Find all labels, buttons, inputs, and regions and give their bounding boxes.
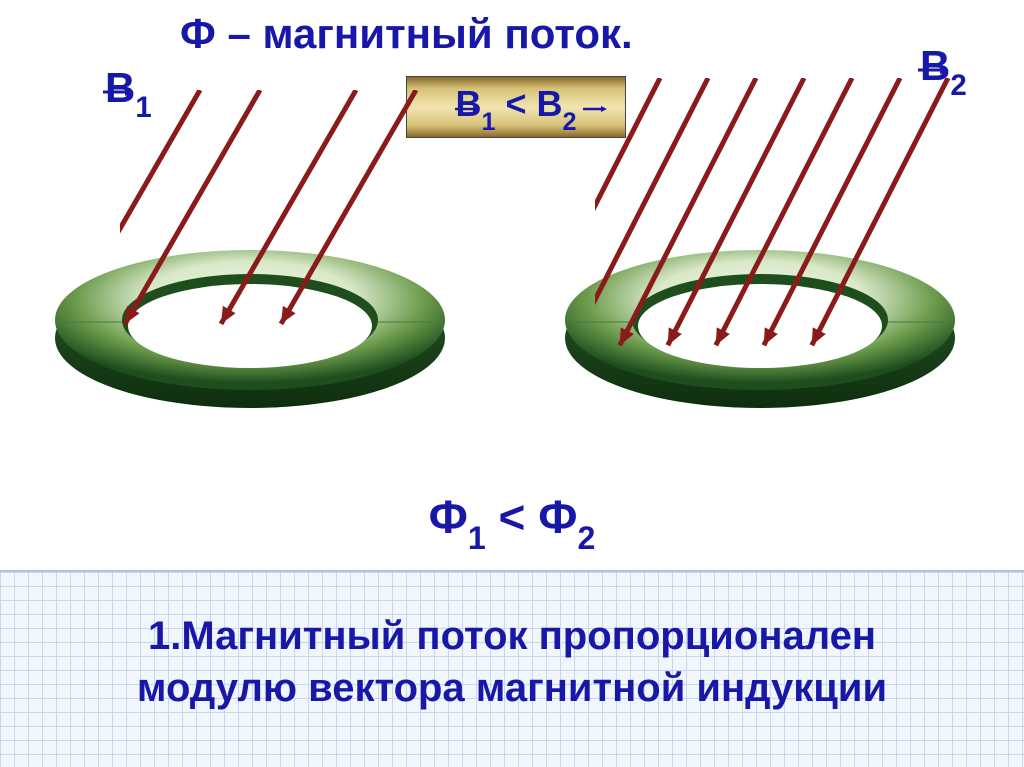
vector-arrow-icon [918,36,948,44]
ineq-b1: В [455,83,481,124]
ring-right [560,230,960,430]
flux-inequality: Ф1 < Ф2 [0,490,1024,551]
label-b1: В1 [105,64,152,119]
caption: 1.Магнитный поток пропорционален модулю … [0,610,1024,714]
inequality-box: В1 < В2 [406,76,626,138]
label-b2: В2 [920,42,967,97]
vector-arrow-icon [455,79,479,85]
ineq-b1-sub: 1 [481,108,495,136]
phi2: Ф [538,491,577,543]
ineq-b2: В [537,83,563,124]
phi1: Ф [429,491,468,543]
page-title: Ф – магнитный поток. [180,10,633,58]
caption-line-2: модулю вектора магнитной индукции [0,662,1024,714]
ineq-lt: < [495,83,536,124]
flux-lt: < [486,491,538,543]
diagram-area: Ф – магнитный поток. В1 В2 В1 < В2 [0,0,1024,570]
caption-line-1: 1.Магнитный поток пропорционален [0,610,1024,662]
ring-left [50,230,450,430]
inequality-text: В1 < В2 [455,83,576,131]
ineq-b2-sub: 2 [563,108,577,136]
b2-sub: 2 [950,69,966,102]
phi2-sub: 2 [577,520,595,556]
phi1-sub: 1 [468,520,486,556]
b1-sub: 1 [135,91,151,124]
vector-arrow-icon [583,79,607,85]
vector-arrow-icon [103,58,133,66]
